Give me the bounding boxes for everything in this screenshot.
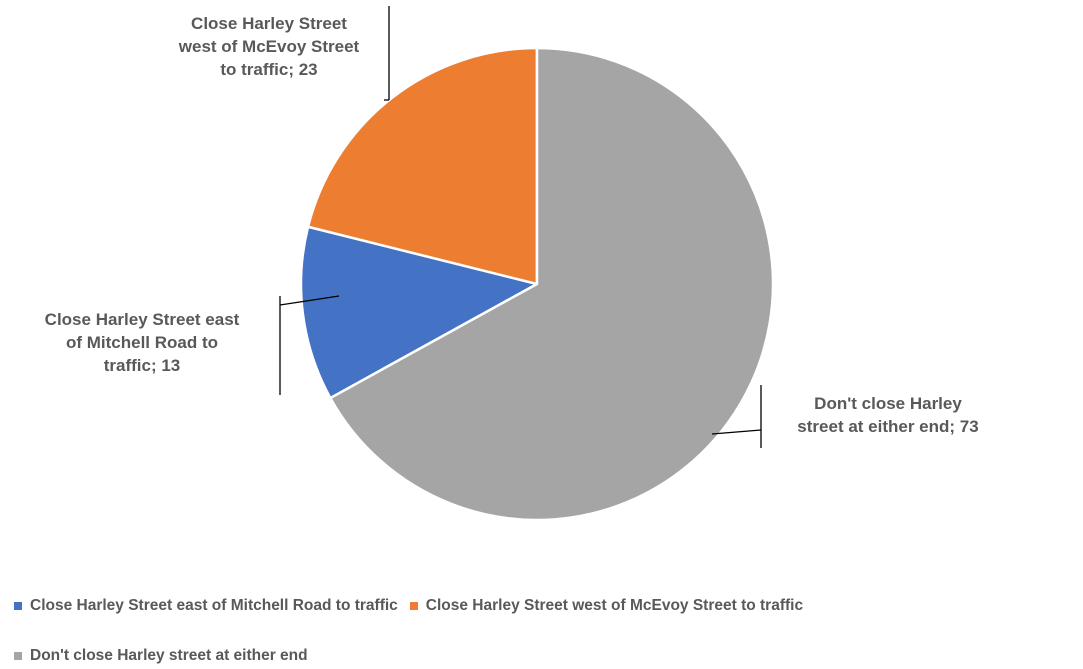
data-label-dont-close: Don't close Harley street at either end;… — [764, 392, 1012, 438]
legend-item-east: Close Harley Street east of Mitchell Roa… — [14, 597, 398, 615]
data-label-east: Close Harley Street east of Mitchell Roa… — [14, 308, 270, 377]
pie-slice-west — [306, 46, 539, 286]
legend-item-dont-close: Don't close Harley street at either end — [14, 647, 308, 665]
legend-row-2: Don't close Harley street at either end — [14, 647, 320, 665]
data-label-west-line2: west of McEvoy Street — [178, 37, 360, 56]
legend-swatch-dont-close — [14, 652, 22, 660]
pie-slice-dont-close — [329, 46, 775, 522]
data-label-west-line3: to traffic; 23 — [220, 60, 318, 79]
data-label-east-line2: of Mitchell Road to — [65, 333, 219, 352]
pie-slices — [299, 46, 775, 522]
legend-label-west: Close Harley Street west of McEvoy Stree… — [425, 597, 804, 614]
legend-item-west: Close Harley Street west of McEvoy Stree… — [409, 597, 804, 615]
leader-line-dont-close-segment — [711, 429, 762, 435]
legend-swatch-east — [14, 602, 22, 610]
data-label-dont-close-line1: Don't close Harley — [814, 394, 962, 413]
data-label-west-line1: Close Harley Street — [191, 14, 347, 33]
legend-swatch-west — [409, 602, 418, 610]
leader-lines — [279, 6, 762, 448]
data-label-east-line1: Close Harley Street east — [44, 310, 240, 329]
legend-row-1: Close Harley Street east of Mitchell Roa… — [14, 597, 815, 615]
leader-line-east-segment — [279, 295, 340, 306]
legend-label-dont-close: Don't close Harley street at either end — [30, 647, 308, 664]
data-label-west: Close Harley Street west of McEvoy Stree… — [140, 12, 398, 81]
data-label-dont-close-line2: street at either end; 73 — [797, 417, 979, 436]
legend-label-east: Close Harley Street east of Mitchell Roa… — [30, 597, 398, 614]
data-label-east-line3: traffic; 13 — [103, 356, 181, 375]
